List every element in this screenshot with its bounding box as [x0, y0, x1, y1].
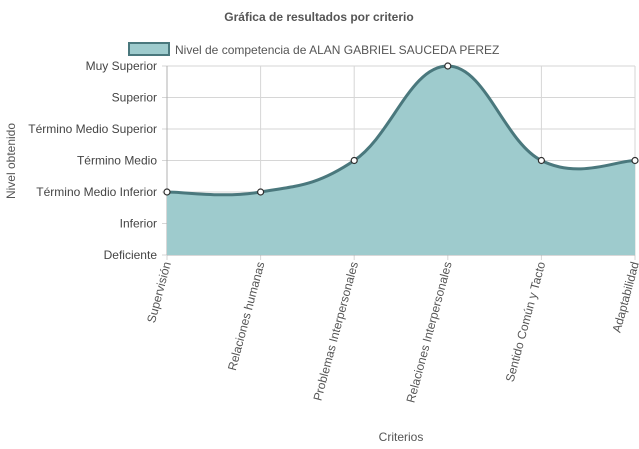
y-tick-label: Término Medio Superior: [28, 122, 157, 136]
y-tick-label: Término Medio Inferior: [36, 185, 157, 199]
x-axis-ticks: Supervisión Relaciones humanas Problemas I…: [144, 260, 639, 404]
legend[interactable]: Nivel de competencia de ALAN GABRIEL SAU…: [128, 42, 499, 57]
y-tick-label: Superior: [112, 91, 157, 105]
y-tick-label: Término Medio: [77, 154, 157, 168]
data-point[interactable]: [537, 156, 546, 165]
y-axis-ticks: Deficiente Inferior Término Medio Inferior…: [28, 59, 157, 262]
x-axis-title: Criterios: [379, 430, 424, 444]
x-tick-label: Sentido Común y Tacto: [503, 260, 549, 384]
legend-swatch: [128, 42, 170, 56]
y-axis-title: Nivel obtenido: [4, 123, 18, 199]
x-tick-label: Supervisión: [144, 260, 174, 324]
data-point[interactable]: [350, 156, 358, 165]
x-tick-label: Relaciones Interpersonales: [404, 260, 455, 404]
data-point[interactable]: [257, 188, 265, 196]
data-point[interactable]: [631, 156, 639, 165]
y-tick-label: Muy Superior: [86, 59, 157, 73]
x-tick-label: Relaciones humanas: [225, 260, 268, 372]
y-tick-label: Deficiente: [104, 248, 158, 262]
data-point[interactable]: [444, 62, 452, 70]
points-layer: [163, 62, 639, 196]
series-area: [167, 66, 635, 255]
x-tick-label: Problemas Interpersonales: [310, 260, 361, 402]
legend-label: Nivel de competencia de ALAN GABRIEL SAU…: [175, 43, 499, 57]
x-tick-label: Adaptabilidad: [610, 260, 639, 334]
data-point[interactable]: [163, 188, 171, 196]
y-tick-label: Inferior: [120, 217, 157, 231]
chart-title: Gráfica de resultados por criterio: [224, 10, 413, 24]
